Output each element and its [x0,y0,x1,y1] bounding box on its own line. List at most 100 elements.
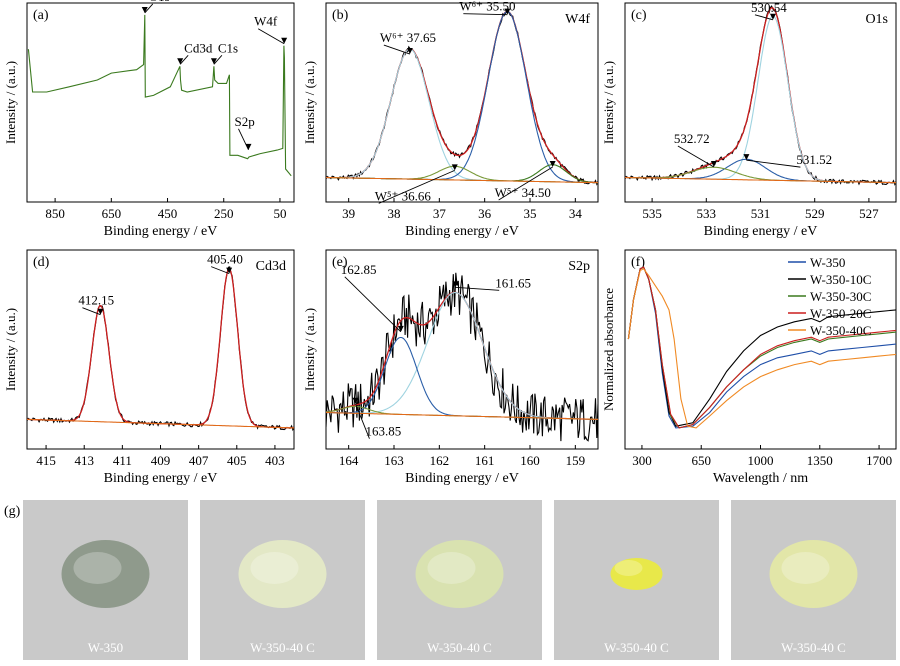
series-line-w350_20c [627,266,896,429]
powder-highlight [250,552,299,584]
series-line-background [326,176,598,184]
powder-highlight [73,552,122,584]
panel-title: W4f [565,12,590,27]
annotation-arrow [498,166,553,201]
peak-annotation: 532.72 [674,131,710,146]
photo-caption: W-350-40 C [604,640,669,655]
arrow-head [245,143,252,150]
series-line-spectrum [625,5,896,186]
series-line-fit [326,291,598,421]
x-tick-label: 407 [189,453,209,468]
x-tick-label: 38 [388,206,401,221]
x-tick-label: 1350 [807,453,833,468]
x-axis-label: Wavelength / nm [713,471,808,486]
powder-highlight [614,560,643,576]
x-tick-label: 161 [475,453,495,468]
x-tick-label: 650 [691,453,711,468]
panel-label: (g) [4,504,21,519]
arrow-head [451,164,458,171]
photo-caption: W-350-40 C [250,640,315,655]
series-line-fit [625,7,896,184]
series-line-w6-37-65 [326,48,598,184]
panel-label: (e) [332,255,348,270]
series-group [27,266,294,432]
x-axis-label: Binding energy / eV [405,224,519,239]
series-line-background [326,411,598,420]
sample-photo: W-350-40 C [377,500,542,660]
annotation-arrow [144,3,154,14]
x-tick-label: 413 [74,453,94,468]
arrow-head [210,58,217,65]
x-tick-label: 403 [265,453,285,468]
x-tick-label: 535 [642,206,662,221]
x-tick-label: 35 [524,206,537,221]
arrow-head [769,13,776,20]
arrow-head [743,154,750,161]
series-line-w350_40c [627,268,896,429]
plot-frame [325,2,599,203]
powder-pile [610,558,663,590]
arrow-head [141,6,148,13]
annotation-arrow [257,28,285,45]
annotation-arrow [455,286,500,291]
panel-title: Cd3d [256,259,286,274]
panel-title: S2p [568,259,590,274]
arrow-head [177,58,184,65]
powder-pile [238,540,327,608]
peak-annotation: C1s [218,40,238,55]
y-axis-label: Intensity / (a.u.) [3,308,18,391]
panel-label: (c) [631,8,647,23]
x-tick-label: 36 [478,206,492,221]
series-group [27,14,292,177]
x-tick-label: 531 [751,206,771,221]
peak-annotation: W⁶⁺ 37.65 [380,30,436,45]
annotation-arrow [355,403,370,439]
x-tick-label: 411 [113,453,132,468]
x-tick-label: 1000 [748,453,774,468]
series-group [627,266,896,429]
panel-b: 39 38 37 36 35 34 Binding energy / eV Intensity… [302,0,599,239]
x-tick-label: 162 [430,453,450,468]
arrow-head [710,160,717,167]
arrow-head [97,308,104,315]
series-group [326,10,598,186]
panel-c: 535 533 531 529 527 Binding energy / eV Intens… [601,0,897,239]
series-line-background [625,176,896,184]
arrow-head [549,160,556,167]
panel-label: (d) [33,255,50,270]
arrow-head [226,267,233,274]
series-line-fit [27,267,294,429]
annotation-arrow [213,54,223,65]
sample-photo: W-350-40 C [200,500,365,660]
panel-a: 850 650 450 250 50 Binding energy / eV Intensi… [3,0,295,239]
photo-caption: W-350-40 C [781,640,846,655]
x-tick-label: 250 [214,206,234,221]
photo-caption: W-350 [88,640,123,655]
x-tick-label: 450 [158,206,178,221]
x-tick-label: 850 [45,206,65,221]
y-axis-label: Intensity / (a.u.) [302,61,317,144]
legend-entry: W-350-10C [810,272,871,287]
legend-entry: W-350 [810,255,845,270]
annotation-arrow [754,14,774,21]
annotation-arrow [179,54,189,65]
annotation-arrow [378,169,455,204]
panel-label: (a) [33,8,49,23]
peak-annotation: 163.85 [365,424,401,439]
plot-frame [624,2,897,203]
annotation-arrow [210,266,230,275]
series-line-background [27,418,294,429]
peak-annotation: 162.85 [341,262,377,277]
series-line-530-54 [625,15,896,184]
peak-annotation: Cd3d [184,40,213,55]
x-tick-label: 159 [566,453,586,468]
series-line-undefined [27,14,292,177]
peak-annotation: W⁵⁺ 34.50 [495,185,551,200]
x-tick-label: 163 [384,453,404,468]
annotation-arrow [344,276,402,333]
x-tick-label: 39 [342,206,355,221]
annotation-arrow [383,44,411,55]
x-tick-label: 160 [520,453,540,468]
x-axis-label: Binding energy / eV [104,471,218,486]
x-tick-label: 650 [102,206,122,221]
